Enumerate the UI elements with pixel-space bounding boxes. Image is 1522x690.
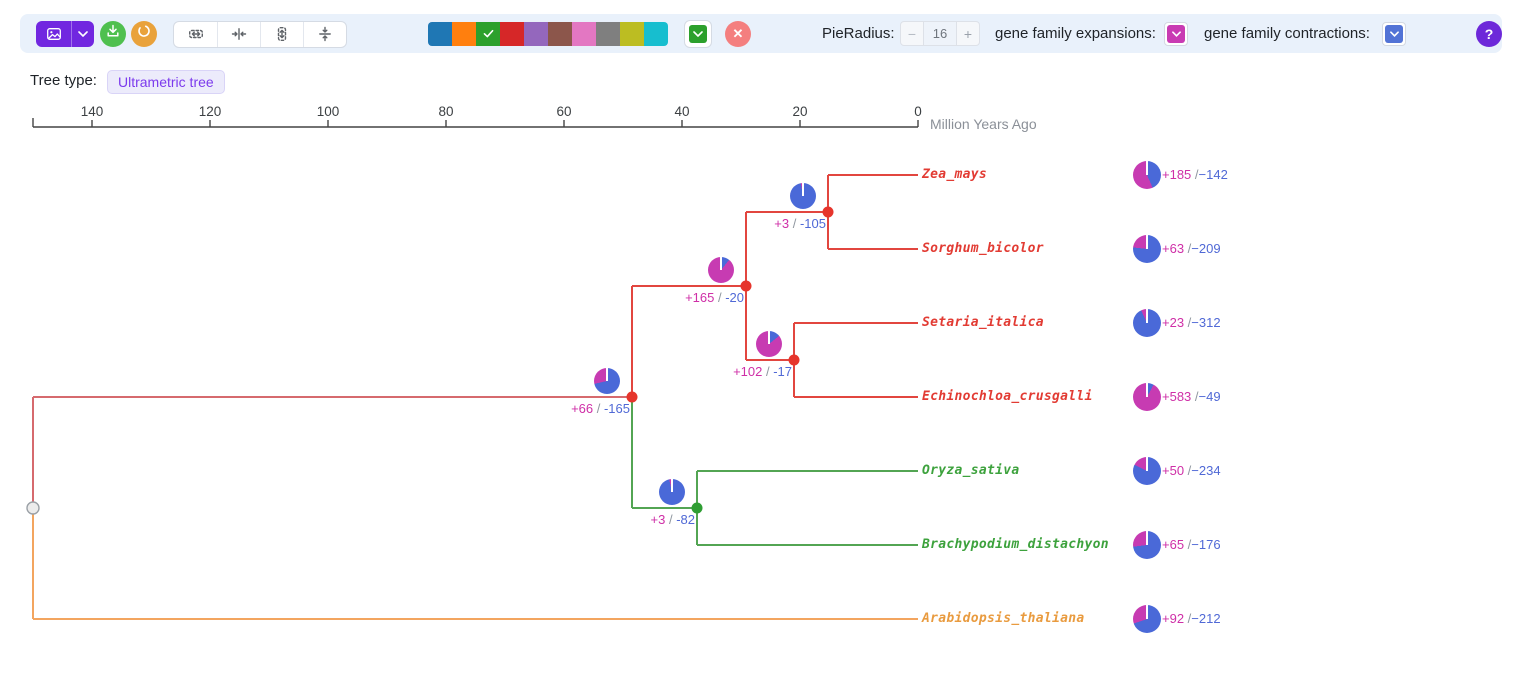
palette-swatch-3[interactable] [500,21,524,46]
tree-type-label: Tree type: [30,72,97,89]
close-icon: ✕ [732,25,744,41]
expand-horizontal-icon [188,29,203,39]
clear-button[interactable]: ✕ [725,20,751,47]
pie-radius-increment-button[interactable]: + [956,21,980,46]
palette-swatch-8[interactable] [620,21,644,46]
chevron-down-icon [72,21,94,47]
axis-unit-label: Million Years Ago [930,116,1037,132]
download-icon [105,23,121,44]
export-image-split-button[interactable] [36,20,94,47]
expand-vertical-button[interactable] [260,21,303,47]
branch-color-palette [428,21,668,46]
axis-tick-label: 120 [199,104,222,119]
image-icon [37,20,72,47]
download-button[interactable] [100,20,126,47]
axis-tick-label: 40 [674,104,689,119]
internal-node-dot-2[interactable] [788,354,800,366]
reset-icon [136,23,152,44]
contraction-color-swatch [1385,24,1403,43]
selected-color-swatch [689,24,707,43]
contractions-label: gene family contractions: [1204,25,1370,42]
palette-swatch-5[interactable] [548,21,572,46]
axis-tick-label: 140 [81,104,104,119]
axis-tick-label: 0 [914,104,922,119]
pie-radius-stepper: − + [900,21,980,46]
pie-radius-decrement-button[interactable]: − [900,21,924,46]
compress-vertical-icon [319,26,331,42]
pie-radius-label: PieRadius: [822,25,895,42]
internal-node-dot-4[interactable] [691,502,703,514]
pie-radius-input[interactable] [924,21,956,46]
expansion-color-swatch [1167,24,1185,43]
palette-swatch-2[interactable] [476,21,500,46]
axis-tick-label: 20 [792,104,807,119]
expansions-label: gene family expansions: [995,25,1156,42]
palette-swatch-9[interactable] [644,21,668,46]
toolbar: ✕ PieRadius: − + gene family expansions:… [20,14,1502,53]
compress-horizontal-icon [231,28,247,40]
help-button[interactable]: ? [1476,20,1502,47]
tree-type-badge: Ultrametric tree [107,70,225,94]
expand-vertical-icon [277,27,287,42]
expand-horizontal-button[interactable] [174,22,217,47]
palette-swatch-1[interactable] [452,21,476,46]
palette-color-dropdown[interactable] [684,19,712,48]
axis-tick-label: 60 [556,104,571,119]
compress-vertical-button[interactable] [303,21,346,47]
palette-swatch-4[interactable] [524,21,548,46]
internal-node-dot-0[interactable] [822,206,834,218]
expansion-color-picker[interactable] [1164,21,1188,46]
internal-node-dot-1[interactable] [740,280,752,292]
palette-swatch-6[interactable] [572,21,596,46]
internal-node-dot-3[interactable] [626,391,638,403]
axis-tick-label: 80 [438,104,453,119]
compress-horizontal-button[interactable] [217,21,260,47]
root-node-circle[interactable] [26,501,40,515]
palette-swatch-0[interactable] [428,21,452,46]
contraction-color-picker[interactable] [1382,21,1406,46]
axis-tick-label: 100 [317,104,340,119]
question-icon: ? [1484,25,1494,42]
layout-button-group [173,20,347,48]
check-icon [483,29,493,38]
reset-button[interactable] [131,20,157,47]
palette-swatch-7[interactable] [596,21,620,46]
